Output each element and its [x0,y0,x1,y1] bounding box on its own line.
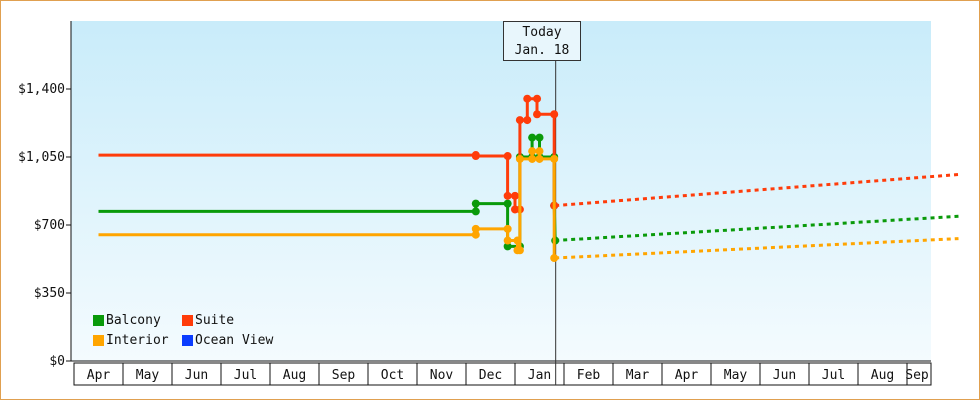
point-suite [533,94,542,103]
point-interior [550,154,559,163]
month-label: Aug [283,368,306,383]
month-label: Sep [905,368,929,383]
point-suite [511,191,519,200]
month-label: Dec [479,368,502,383]
legend-item-suite[interactable]: Suite [182,313,234,328]
point-balcony [535,133,544,142]
point-interior [535,154,544,163]
point-interior [550,254,559,263]
month-label: Oct [381,368,404,383]
month-label: Apr [87,368,111,383]
month-label: Jul [822,368,845,383]
month-label: Jun [185,368,208,383]
point-balcony [471,207,480,216]
month-label: Nov [430,368,454,383]
point-interior [528,154,537,163]
y-tick-label: $350 [34,286,65,301]
legend-item-ocean-view[interactable]: Ocean View [182,333,273,348]
point-suite [550,110,559,119]
point-balcony [528,133,537,142]
point-suite [503,152,512,161]
month-label: May [136,368,160,383]
point-suite [523,94,532,103]
y-tick-label: $1,400 [18,82,65,97]
point-interior [513,236,522,245]
point-suite [471,152,480,161]
month-label: Apr [675,368,699,383]
point-interior [471,230,480,239]
month-axis [73,362,932,386]
legend-swatch-interior [93,335,104,346]
today-marker-date: Jan. 18 [514,43,570,58]
series-forecast-interior [555,237,959,260]
legend-label-interior: Interior [106,333,169,348]
point-interior [515,246,524,255]
legend-swatch-balcony [93,315,104,326]
legend-label-ocean-view: Ocean View [195,333,274,348]
series-line-interior [98,149,556,260]
today-marker-label: Today Jan. 18 [503,21,581,61]
point-interior [503,224,512,233]
y-tick-label: $0 [49,354,65,369]
month-label: Jan [528,368,551,383]
month-label: Feb [577,368,601,383]
today-marker-title: Today [522,25,562,40]
month-label: Jun [773,368,796,383]
point-suite [515,116,524,125]
legend-label-balcony: Balcony [106,313,161,328]
legend-swatch-ocean-view [182,335,193,346]
legend-swatch-suite [182,315,193,326]
point-interior [515,154,524,163]
series-forecast-balcony [555,214,959,242]
point-suite [523,116,532,125]
y-tick-label: $700 [34,218,65,233]
y-tick-label: $1,050 [18,150,65,165]
legend-item-balcony[interactable]: Balcony [93,313,161,328]
point-balcony [503,199,512,208]
point-interior [528,147,537,156]
month-label: Mar [626,368,650,383]
month-label: May [724,368,748,383]
point-suite [533,110,542,119]
month-label: Aug [871,368,894,383]
month-label: Sep [332,368,356,383]
point-interior [503,236,512,245]
legend-label-suite: Suite [195,313,235,328]
point-interior [535,147,544,156]
point-balcony [503,242,512,251]
series-forecast-suite [555,173,959,208]
month-label: Jul [234,368,257,383]
point-interior [471,224,480,233]
point-suite [503,191,512,200]
plot-area [71,21,931,361]
legend-item-interior[interactable]: Interior [93,333,169,348]
point-balcony [471,199,480,208]
